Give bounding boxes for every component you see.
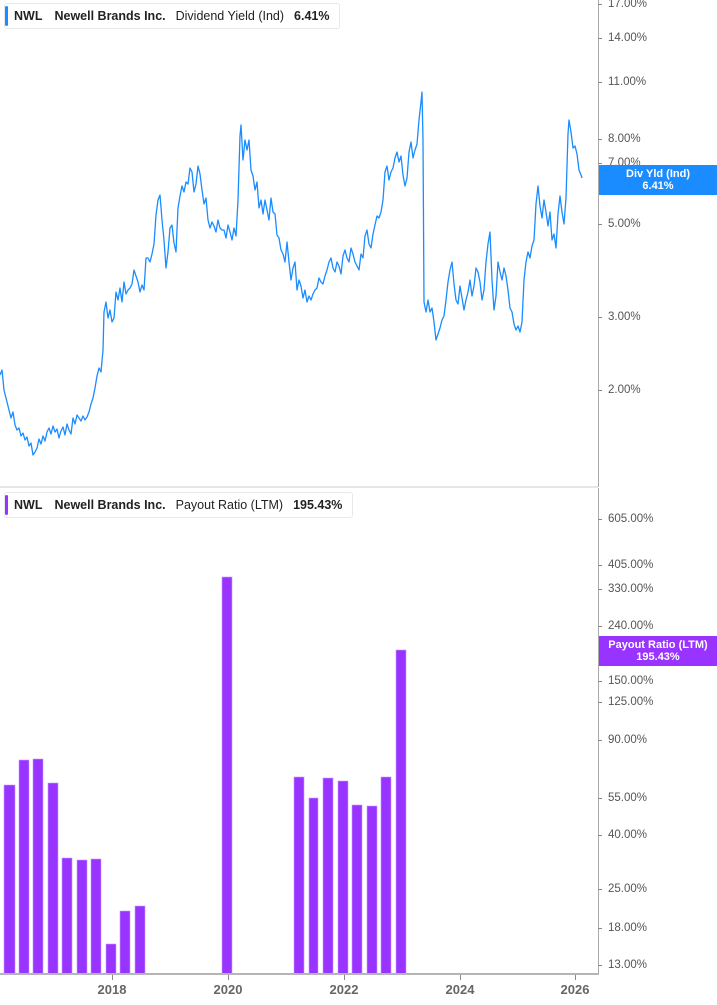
x-tick-mark bbox=[228, 975, 229, 980]
flag-value: 195.43% bbox=[636, 651, 680, 663]
tick-mark bbox=[598, 565, 602, 566]
bar bbox=[351, 804, 363, 975]
tick-mark bbox=[598, 965, 602, 966]
y-tick-label: 150.00% bbox=[608, 675, 654, 687]
x-tick-mark bbox=[112, 975, 113, 980]
tick-mark bbox=[598, 519, 602, 520]
bar bbox=[3, 784, 16, 975]
x-tick-label: 2022 bbox=[329, 982, 359, 997]
y-tick-label: 240.00% bbox=[608, 620, 654, 632]
flag-value: 6.41% bbox=[642, 180, 674, 192]
x-tick-mark bbox=[460, 975, 461, 980]
dividend-yield-legend[interactable]: NWL Newell Brands Inc. Dividend Yield (I… bbox=[4, 3, 341, 29]
y-axis-line bbox=[598, 0, 599, 487]
dividend-yield-panel: NWL Newell Brands Inc. Dividend Yield (I… bbox=[0, 0, 717, 487]
dividend-yield-line-chart bbox=[0, 91, 583, 456]
x-tick-mark bbox=[344, 975, 345, 980]
legend-value: 6.41% bbox=[294, 9, 330, 23]
legend-company: Newell Brands Inc. bbox=[54, 498, 166, 512]
y-tick-label: 55.00% bbox=[608, 792, 648, 804]
y-tick-label: 17.00% bbox=[608, 0, 648, 10]
y-tick-label: 330.00% bbox=[608, 583, 654, 595]
bar bbox=[76, 859, 88, 975]
y-tick-label: 405.00% bbox=[608, 559, 654, 571]
legend-color-swatch bbox=[5, 495, 8, 515]
bar bbox=[90, 858, 102, 975]
y-tick-label: 90.00% bbox=[608, 734, 648, 746]
tick-mark bbox=[598, 82, 602, 83]
y-tick-label: 11.00% bbox=[608, 76, 647, 88]
tick-mark bbox=[598, 224, 602, 225]
x-tick-mark bbox=[575, 975, 576, 980]
bar bbox=[18, 759, 30, 975]
bar bbox=[337, 780, 349, 975]
tick-mark bbox=[598, 390, 602, 391]
x-tick-label: 2024 bbox=[445, 982, 475, 997]
y-tick-label: 18.00% bbox=[608, 922, 648, 934]
bar bbox=[308, 797, 319, 975]
dividend-yield-line bbox=[0, 91, 583, 456]
y-tick-label: 125.00% bbox=[608, 696, 654, 708]
tick-mark bbox=[598, 317, 602, 318]
bar bbox=[119, 910, 131, 975]
y-tick-label: 5.00% bbox=[608, 218, 641, 230]
tick-mark bbox=[598, 626, 602, 627]
tick-mark bbox=[598, 681, 602, 682]
tick-mark bbox=[598, 889, 602, 890]
tick-mark bbox=[598, 139, 602, 140]
tick-mark bbox=[598, 163, 602, 164]
bar bbox=[61, 857, 73, 975]
y-tick-label: 40.00% bbox=[608, 829, 648, 841]
y-tick-label: 13.00% bbox=[608, 959, 648, 971]
tick-mark bbox=[598, 928, 602, 929]
x-tick-label: 2026 bbox=[560, 982, 590, 997]
y-tick-label: 2.00% bbox=[608, 384, 641, 396]
tick-mark bbox=[598, 835, 602, 836]
legend-metric: Payout Ratio (LTM) bbox=[175, 498, 284, 512]
payout-ratio-bar-chart bbox=[3, 576, 407, 975]
payout-ratio-legend[interactable]: NWL Newell Brands Inc. Payout Ratio (LTM… bbox=[4, 492, 354, 518]
payout-bars bbox=[3, 576, 407, 975]
tick-mark bbox=[598, 4, 602, 5]
bar bbox=[105, 943, 117, 975]
bar bbox=[395, 649, 407, 975]
bar bbox=[221, 576, 233, 975]
tick-mark bbox=[598, 702, 602, 703]
x-tick-label: 2020 bbox=[213, 982, 243, 997]
payout-ratio-panel: NWL Newell Brands Inc. Payout Ratio (LTM… bbox=[0, 488, 717, 1005]
bar bbox=[293, 776, 305, 975]
tick-mark bbox=[598, 38, 602, 39]
bar bbox=[380, 776, 392, 975]
bar bbox=[47, 782, 59, 975]
dividend-yield-current-flag: Div Yld (Ind) 6.41% bbox=[599, 165, 717, 195]
legend-value: 195.43% bbox=[293, 498, 343, 512]
panel-divider[interactable] bbox=[0, 486, 598, 488]
legend-ticker: NWL bbox=[14, 498, 43, 512]
y-axis-line bbox=[598, 488, 599, 975]
payout-ratio-current-flag: Payout Ratio (LTM) 195.43% bbox=[599, 636, 717, 666]
y-tick-label: 3.00% bbox=[608, 311, 641, 323]
flag-label: Div Yld (Ind) bbox=[626, 168, 690, 180]
flag-label: Payout Ratio (LTM) bbox=[608, 639, 708, 651]
legend-ticker: NWL bbox=[14, 9, 43, 23]
x-axis-line bbox=[0, 973, 599, 975]
bar bbox=[322, 777, 334, 975]
bar bbox=[134, 905, 146, 975]
y-tick-label: 14.00% bbox=[608, 32, 648, 44]
legend-metric: Dividend Yield (Ind) bbox=[175, 9, 285, 23]
x-tick-label: 2018 bbox=[97, 982, 127, 997]
bar bbox=[366, 805, 378, 975]
tick-mark bbox=[598, 740, 602, 741]
legend-company: Newell Brands Inc. bbox=[54, 9, 166, 23]
legend-color-swatch bbox=[5, 6, 8, 26]
tick-mark bbox=[598, 589, 602, 590]
bar bbox=[32, 758, 44, 975]
y-tick-label: 8.00% bbox=[608, 133, 641, 145]
y-tick-label: 25.00% bbox=[608, 883, 648, 895]
y-tick-label: 605.00% bbox=[608, 513, 654, 525]
tick-mark bbox=[598, 798, 602, 799]
